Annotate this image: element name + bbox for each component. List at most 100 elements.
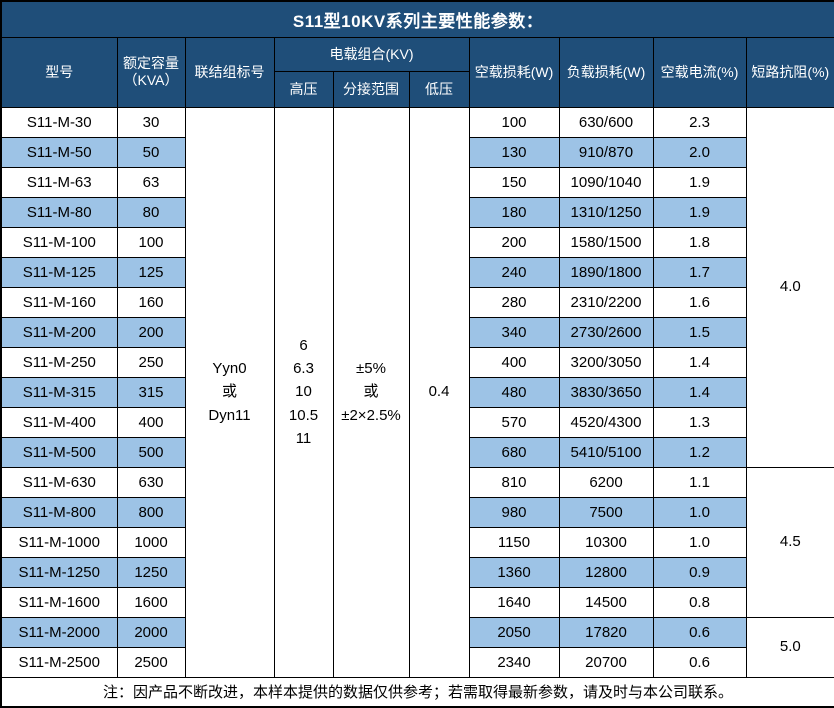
no-load-current-cell: 1.1 [652, 466, 747, 498]
load-loss-cell: 6200 [558, 466, 654, 498]
no-load-current-cell: 1.9 [652, 166, 747, 198]
tap-range-line: ±5% [356, 360, 386, 378]
capacity-cell: 100 [116, 226, 186, 258]
load-loss-cell: 3200/3050 [558, 346, 654, 378]
table-row: S11-M-2500 2500 2340 20700 0.6 [0, 646, 834, 678]
model-cell: S11-M-500 [0, 436, 118, 468]
low-voltage-cell: 0.4 [408, 106, 470, 678]
no-load-loss-cell: 1360 [468, 556, 560, 588]
col-header-tap-range: 分接范围 [332, 70, 410, 108]
col-header-capacity-line1: 额定容量 [123, 54, 179, 71]
no-load-loss-cell: 680 [468, 436, 560, 468]
col-header-capacity: 额定容量 （KVA） [116, 36, 186, 108]
load-loss-cell: 7500 [558, 496, 654, 528]
no-load-current-cell: 0.9 [652, 556, 747, 588]
no-load-current-cell: 1.6 [652, 286, 747, 318]
no-load-loss-cell: 1150 [468, 526, 560, 558]
connection-group-cell: Yyn0 或 Dyn11 [184, 106, 275, 678]
table-row: S11-M-1600 1600 1640 14500 0.8 [0, 586, 834, 618]
tap-range-cell: ±5% 或 ±2×2.5% [332, 106, 410, 678]
no-load-loss-cell: 100 [468, 106, 560, 138]
col-header-load-loss: 负载损耗(W) [558, 36, 654, 108]
no-load-current-cell: 0.8 [652, 586, 747, 618]
no-load-current-cell: 1.4 [652, 376, 747, 408]
no-load-loss-cell: 400 [468, 346, 560, 378]
table-row: S11-M-80 80 180 1310/1250 1.9 [0, 196, 834, 228]
capacity-cell: 1600 [116, 586, 186, 618]
load-loss-cell: 4520/4300 [558, 406, 654, 438]
connection-line: Yyn0 [212, 360, 247, 378]
no-load-current-cell: 1.4 [652, 346, 747, 378]
connection-line: Dyn11 [208, 406, 251, 424]
col-header-no-load-loss: 空载损耗(W) [468, 36, 560, 108]
no-load-current-cell: 1.8 [652, 226, 747, 258]
footnote-row: 注：因产品不断改进，本样本提供的数据仅供参考；若需取得最新参数，请及时与本公司联… [0, 676, 834, 708]
capacity-cell: 500 [116, 436, 186, 468]
table-row: S11-M-50 50 130 910/870 2.0 [0, 136, 834, 168]
capacity-cell: 125 [116, 256, 186, 288]
title-row: S11型10KV系列主要性能参数： [0, 0, 834, 38]
model-cell: S11-M-80 [0, 196, 118, 228]
capacity-cell: 80 [116, 196, 186, 228]
no-load-current-cell: 2.0 [652, 136, 747, 168]
high-voltage-cell: 6 6.3 10 10.5 11 [273, 106, 334, 678]
impedance-cell: 4.5 [745, 466, 834, 618]
table-row: S11-M-125 125 240 1890/1800 1.7 [0, 256, 834, 288]
col-header-capacity-line2: （KVA） [123, 72, 179, 88]
header-row-1: 型号 额定容量 （KVA） 联结组标号 电载组合(KV) 空载损耗(W) 负载损… [0, 36, 834, 108]
impedance-cell: 5.0 [745, 616, 834, 678]
table-row: S11-M-1000 1000 1150 10300 1.0 [0, 526, 834, 558]
capacity-cell: 50 [116, 136, 186, 168]
table-row: S11-M-160 160 280 2310/2200 1.6 [0, 286, 834, 318]
model-cell: S11-M-200 [0, 316, 118, 348]
model-cell: S11-M-160 [0, 286, 118, 318]
load-loss-cell: 1310/1250 [558, 196, 654, 228]
table-row: S11-M-400 400 570 4520/4300 1.3 [0, 406, 834, 438]
table-row: S11-M-63 63 150 1090/1040 1.9 [0, 166, 834, 198]
model-cell: S11-M-2500 [0, 646, 118, 678]
footnote: 注：因产品不断改进，本样本提供的数据仅供参考；若需取得最新参数，请及时与本公司联… [0, 676, 834, 708]
col-header-voltage-combo: 电载组合(KV) [273, 36, 470, 72]
model-cell: S11-M-1250 [0, 556, 118, 588]
table-row: S11-M-200 200 340 2730/2600 1.5 [0, 316, 834, 348]
model-cell: S11-M-30 [0, 106, 118, 138]
high-voltage-line: 11 [295, 429, 312, 447]
capacity-cell: 160 [116, 286, 186, 318]
table-row: S11-M-800 800 980 7500 1.0 [0, 496, 834, 528]
capacity-cell: 30 [116, 106, 186, 138]
no-load-loss-cell: 570 [468, 406, 560, 438]
load-loss-cell: 5410/5100 [558, 436, 654, 468]
high-voltage-line: 6 [299, 336, 308, 354]
table-body: S11-M-30 30 Yyn0 或 Dyn11 6 6.3 10 10.5 11 ±5% 或 ±2×2… [0, 106, 834, 678]
no-load-loss-cell: 240 [468, 256, 560, 288]
no-load-current-cell: 1.5 [652, 316, 747, 348]
capacity-cell: 2500 [116, 646, 186, 678]
no-load-loss-cell: 180 [468, 196, 560, 228]
no-load-loss-cell: 480 [468, 376, 560, 408]
capacity-cell: 1000 [116, 526, 186, 558]
no-load-loss-cell: 980 [468, 496, 560, 528]
high-voltage-line: 6.3 [293, 360, 314, 378]
col-header-high-voltage: 高压 [273, 70, 334, 108]
load-loss-cell: 2730/2600 [558, 316, 654, 348]
capacity-cell: 400 [116, 406, 186, 438]
table-row: S11-M-250 250 400 3200/3050 1.4 [0, 346, 834, 378]
no-load-loss-cell: 150 [468, 166, 560, 198]
load-loss-cell: 3830/3650 [558, 376, 654, 408]
tap-range-line: ±2×2.5% [341, 406, 401, 424]
no-load-loss-cell: 2050 [468, 616, 560, 648]
load-loss-cell: 10300 [558, 526, 654, 558]
high-voltage-line: 10 [295, 383, 312, 401]
load-loss-cell: 17820 [558, 616, 654, 648]
table-row: S11-M-315 315 480 3830/3650 1.4 [0, 376, 834, 408]
model-cell: S11-M-315 [0, 376, 118, 408]
load-loss-cell: 910/870 [558, 136, 654, 168]
no-load-loss-cell: 280 [468, 286, 560, 318]
page-title: S11型10KV系列主要性能参数： [0, 0, 834, 38]
no-load-current-cell: 1.7 [652, 256, 747, 288]
capacity-cell: 63 [116, 166, 186, 198]
no-load-loss-cell: 130 [468, 136, 560, 168]
model-cell: S11-M-1600 [0, 586, 118, 618]
model-cell: S11-M-63 [0, 166, 118, 198]
